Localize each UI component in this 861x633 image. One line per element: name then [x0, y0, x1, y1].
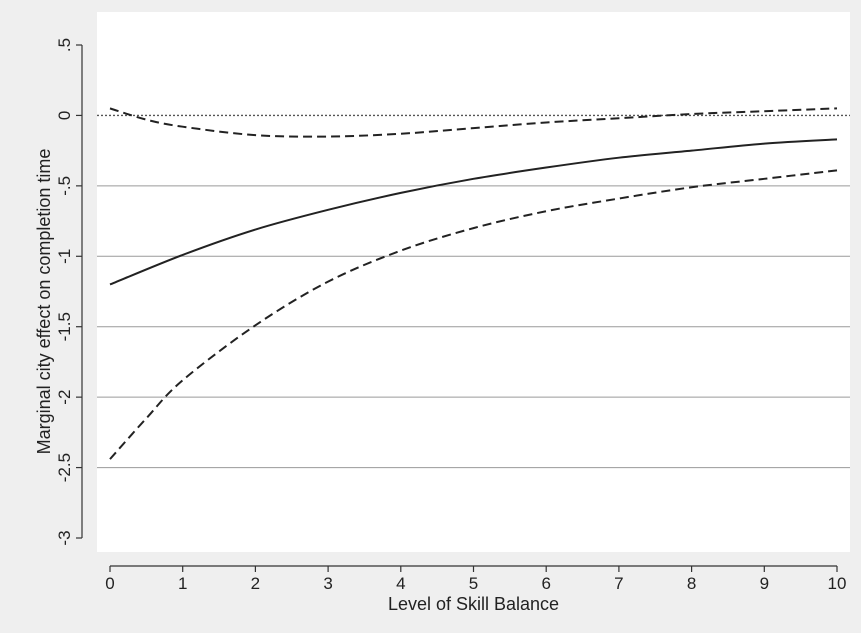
estimate-line	[109, 138, 838, 286]
y-tick-label: -.5	[55, 176, 74, 196]
x-tick-label: 1	[178, 574, 187, 593]
x-tick-label: 5	[469, 574, 478, 593]
y-tick-label: -3	[55, 530, 74, 545]
lower-bound-line	[109, 169, 838, 460]
y-tick-label: 0	[55, 111, 74, 120]
x-tick-label: 7	[614, 574, 623, 593]
y-tick-label: -1.5	[55, 312, 74, 341]
x-tick-label: 8	[687, 574, 696, 593]
y-axis-ticks: .5 0 -.5 -1 -1.5 -2 -2.5 -3	[55, 38, 82, 546]
x-tick-label: 2	[251, 574, 260, 593]
x-tick-label: 6	[541, 574, 550, 593]
x-axis-ticks: 0 1 2 3 4 5 6 7 8 9 10	[105, 566, 846, 593]
y-tick-label: -1	[55, 249, 74, 264]
y-tick-label: -2	[55, 390, 74, 405]
x-tick-label: 3	[323, 574, 332, 593]
x-tick-label: 4	[396, 574, 405, 593]
y-axis-title: Marginal city effect on completion time	[34, 149, 54, 455]
x-tick-label: 0	[105, 574, 114, 593]
x-axis-title: Level of Skill Balance	[388, 594, 559, 614]
series-layer	[109, 107, 838, 460]
plot-area	[97, 12, 850, 552]
x-tick-label: 9	[760, 574, 769, 593]
grid-lines	[97, 185, 850, 469]
x-tick-label: 10	[828, 574, 847, 593]
y-tick-label: .5	[55, 38, 74, 52]
upper-bound-line	[109, 107, 838, 138]
y-tick-label: -2.5	[55, 453, 74, 482]
